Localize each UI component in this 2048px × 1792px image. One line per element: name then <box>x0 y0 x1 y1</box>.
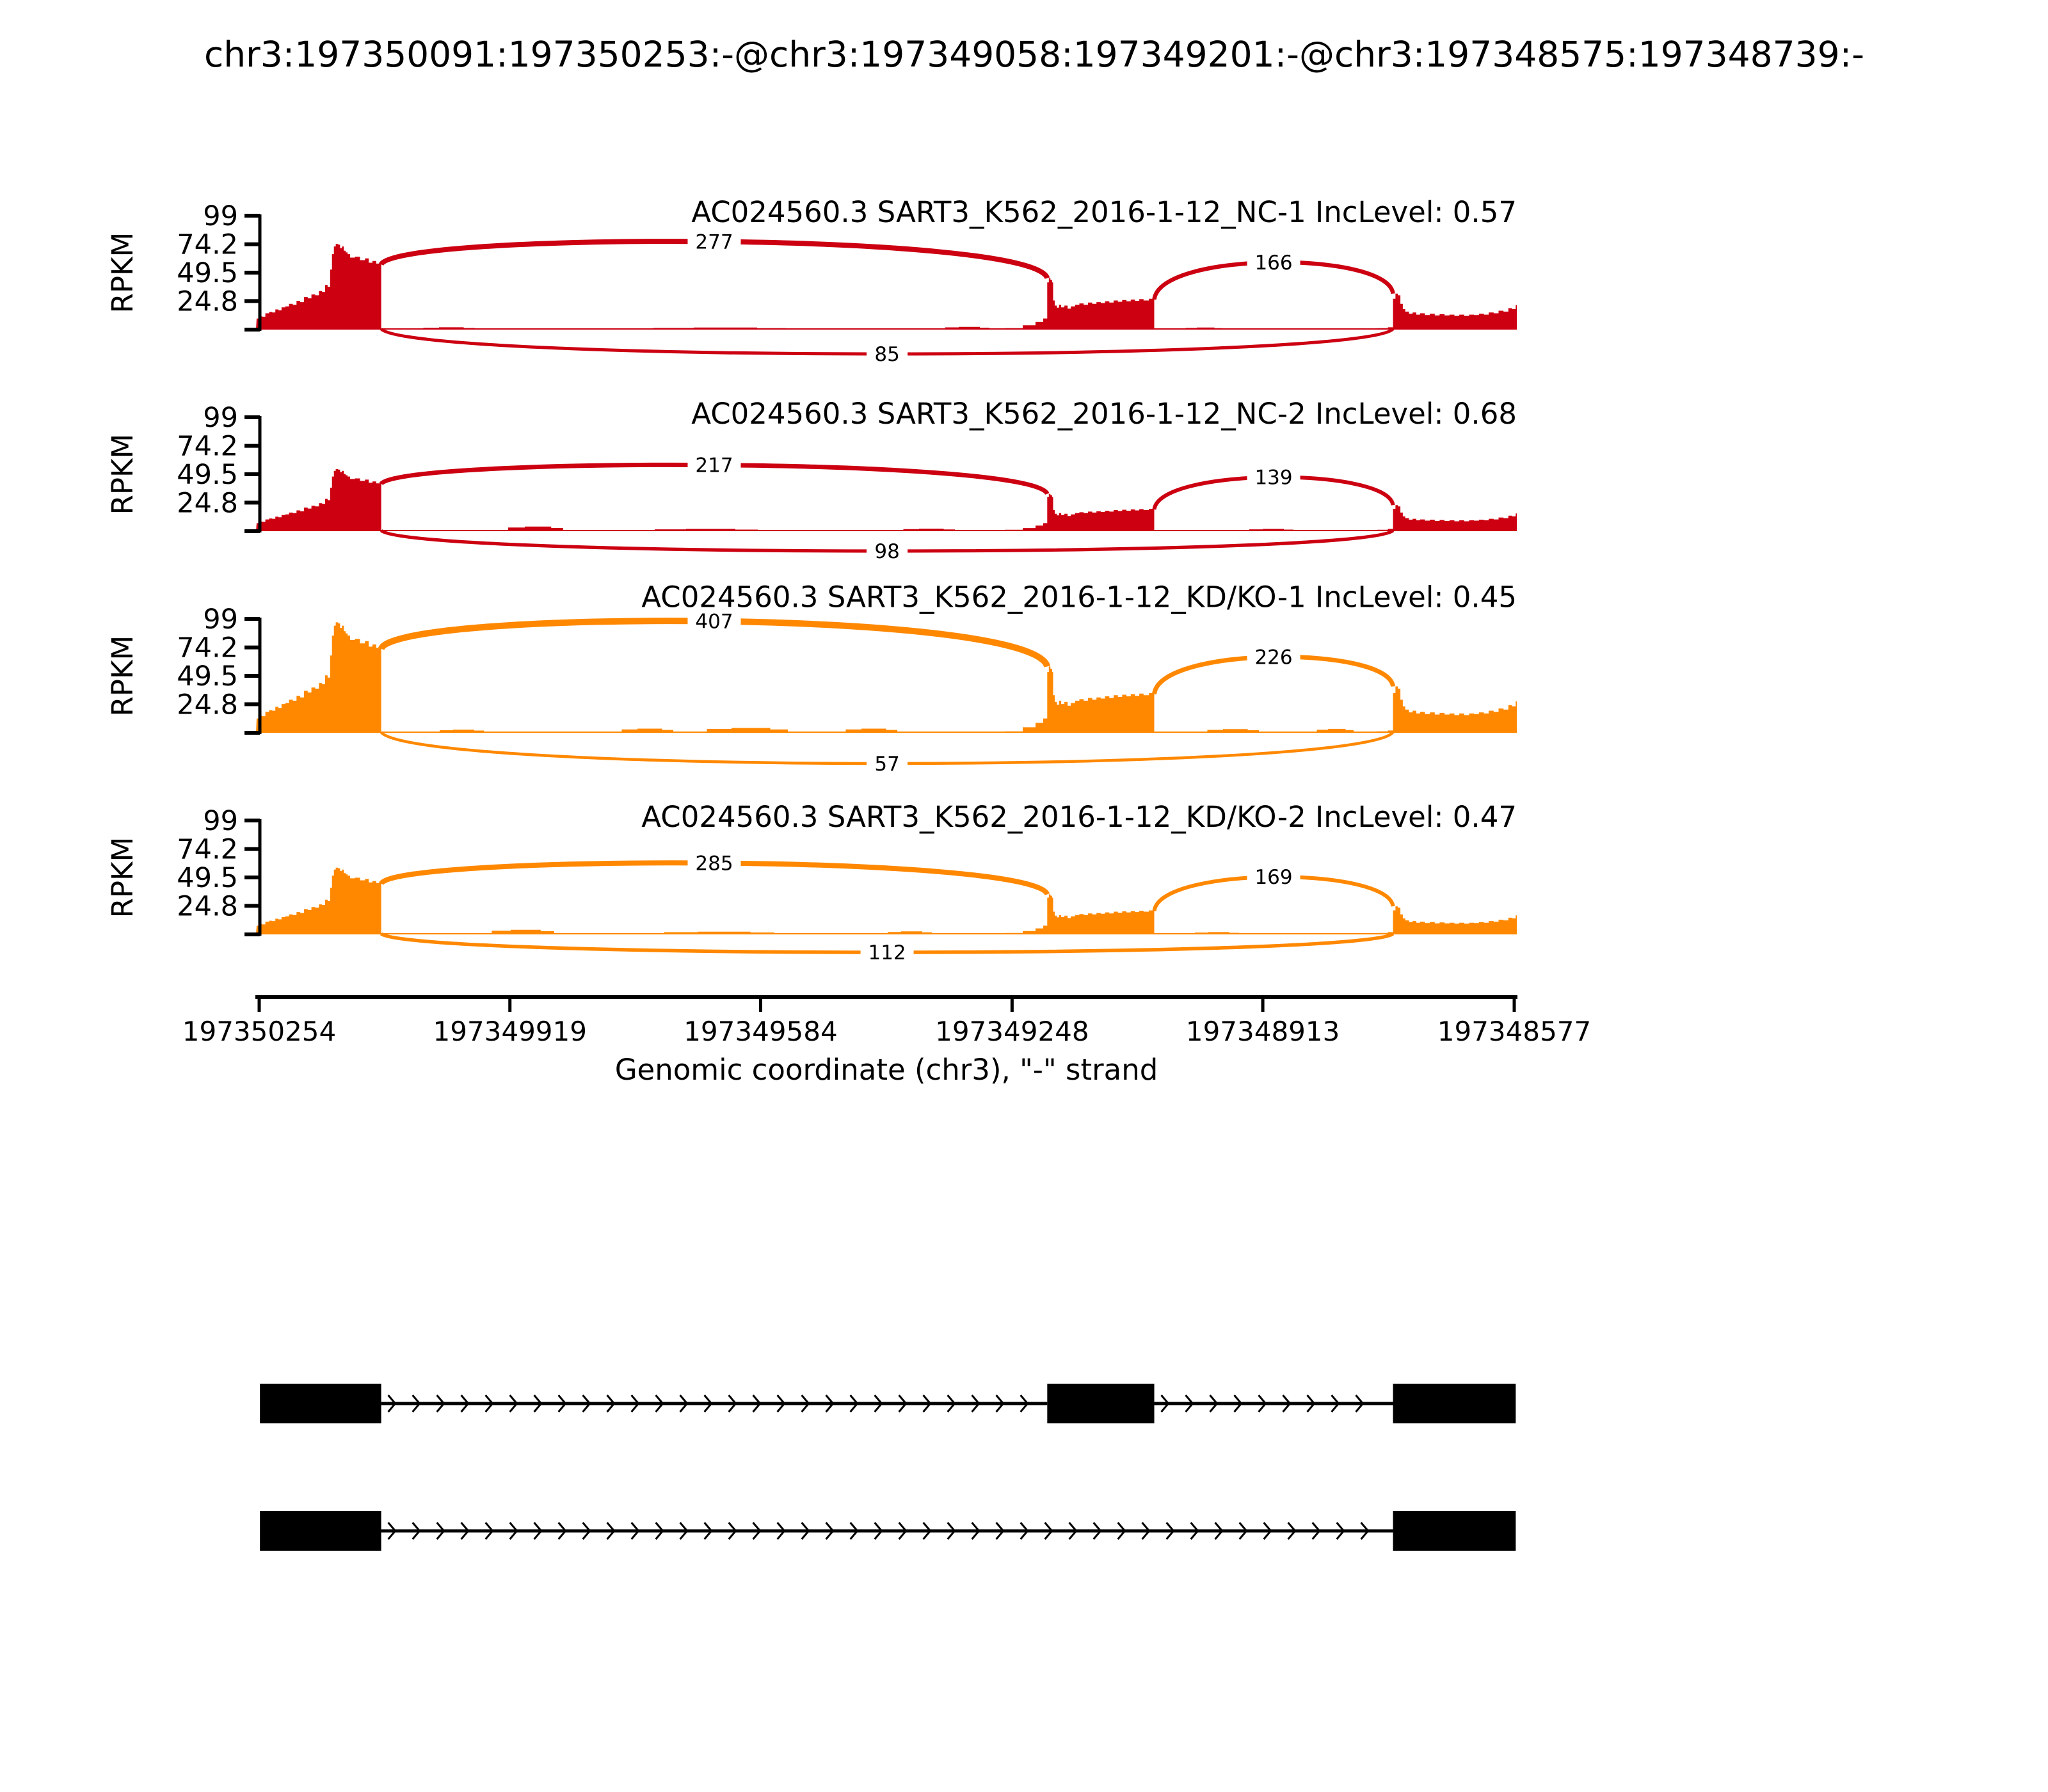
junction-count-label: 166 <box>1254 252 1292 275</box>
junction-count-label: 139 <box>1254 466 1292 489</box>
y-tick-label: 99 <box>203 200 238 232</box>
x-tick-label: 197348577 <box>1437 1016 1592 1047</box>
y-tick-label: 99 <box>203 604 238 636</box>
junction-count-label: 85 <box>874 343 899 366</box>
y-tick-label: 74.2 <box>177 632 238 664</box>
track-title: AC024560.3 SART3_K562_2016-1-12_KD/KO-1 … <box>641 580 1517 614</box>
track-1 <box>244 214 1517 366</box>
track-2 <box>244 415 1517 563</box>
exon-box <box>1393 1384 1516 1423</box>
junction-count-label: 112 <box>868 941 906 964</box>
junction-count-label: 217 <box>695 454 733 477</box>
junction-count-bg <box>1247 865 1300 890</box>
junction-count-label: 277 <box>695 230 733 253</box>
y-tick-label: 24.8 <box>177 890 238 922</box>
x-tick-label: 197350254 <box>182 1016 337 1047</box>
track-title: AC024560.3 SART3_K562_2016-1-12_KD/KO-2 … <box>641 800 1517 834</box>
exon-box <box>1047 1384 1155 1423</box>
junction-count-label: 57 <box>874 753 899 776</box>
junction-count-bg <box>867 539 908 563</box>
figure-title: chr3:197350091:197350253:-@chr3:19734905… <box>204 34 1864 75</box>
junction-count-bg <box>687 609 741 634</box>
y-tick-label: 49.5 <box>177 862 238 894</box>
junction-count-bg <box>687 452 741 477</box>
y-tick-label: 99 <box>203 805 238 837</box>
junction-count-label: 407 <box>695 611 733 634</box>
exon-box <box>1393 1511 1516 1551</box>
junction-count-bg <box>867 751 908 776</box>
x-axis-label: Genomic coordinate (chr3), "-" strand <box>615 1053 1158 1087</box>
x-tick-label: 197349248 <box>935 1016 1089 1047</box>
y-axis-label: RPKM <box>106 232 140 314</box>
junction-count-label: 285 <box>695 852 733 876</box>
y-axis-label: RPKM <box>106 837 140 918</box>
x-tick-label: 197349919 <box>433 1016 587 1047</box>
y-axis-label: RPKM <box>106 434 140 515</box>
isoform-1 <box>260 1384 1516 1423</box>
exon-box <box>260 1511 381 1551</box>
strand-chevrons-icon <box>1160 1395 1364 1412</box>
junction-count-label: 98 <box>874 540 899 563</box>
exon-box <box>260 1384 381 1423</box>
track-3 <box>244 609 1517 776</box>
x-tick-label: 197348913 <box>1186 1016 1340 1047</box>
track-title: AC024560.3 SART3_K562_2016-1-12_NC-1 Inc… <box>691 195 1517 229</box>
y-tick-label: 99 <box>203 402 238 434</box>
y-tick-label: 24.8 <box>177 487 238 519</box>
track-title: AC024560.3 SART3_K562_2016-1-12_NC-2 Inc… <box>691 397 1517 431</box>
y-tick-label: 24.8 <box>177 689 238 721</box>
junction-count-bg <box>1247 465 1300 490</box>
junction-count-label: 226 <box>1254 646 1292 669</box>
x-tick-label: 197349584 <box>684 1016 838 1047</box>
strand-chevrons-icon <box>387 1395 1029 1412</box>
junction-count-bg <box>860 940 914 964</box>
track-4 <box>244 819 1517 964</box>
y-tick-label: 74.2 <box>177 431 238 463</box>
strand-chevrons-icon <box>387 1522 1370 1540</box>
y-axis-label: RPKM <box>106 636 140 717</box>
junction-count-bg <box>687 229 741 254</box>
junction-count-bg <box>687 851 741 876</box>
junction-count-bg <box>867 342 908 366</box>
y-tick-label: 49.5 <box>177 459 238 491</box>
y-tick-label: 74.2 <box>177 229 238 261</box>
coverage-area <box>256 622 1517 733</box>
junction-count-bg <box>1247 644 1300 669</box>
junction-count-label: 169 <box>1254 866 1292 889</box>
y-tick-label: 24.8 <box>177 285 238 317</box>
y-tick-label: 49.5 <box>177 257 238 289</box>
y-tick-label: 74.2 <box>177 834 238 866</box>
y-tick-label: 49.5 <box>177 660 238 692</box>
isoform-2 <box>260 1511 1516 1551</box>
junction-count-bg <box>1247 250 1300 275</box>
coverage-area <box>256 244 1517 330</box>
